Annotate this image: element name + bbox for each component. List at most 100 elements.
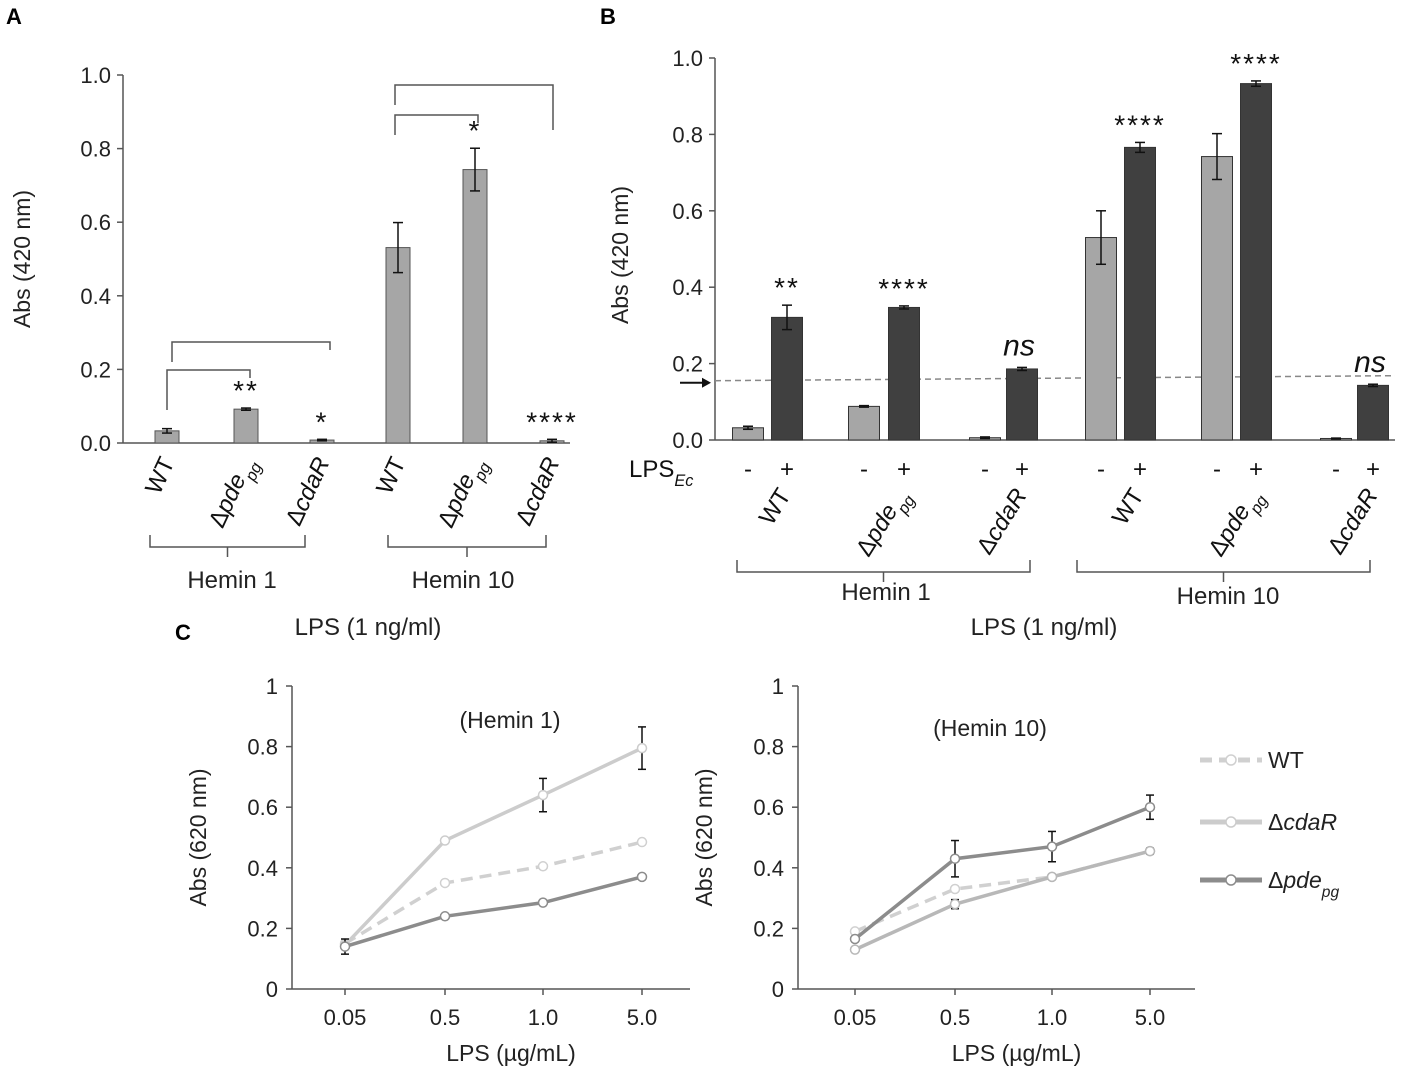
significance-label: ** [774, 272, 800, 303]
data-point [1046, 871, 1058, 883]
lps-sign-label: - [1097, 456, 1105, 483]
data-point [949, 883, 961, 895]
lps-sign-label: + [1249, 456, 1263, 483]
bar [1201, 156, 1233, 441]
category-label: Δpdepg [851, 484, 919, 565]
data-point [339, 941, 351, 952]
significance-label: * [469, 115, 482, 146]
lps-ec-label-sub: Ec [674, 472, 693, 490]
data-point [636, 871, 648, 883]
y-tick-label: 0.6 [80, 210, 111, 235]
x-tick-label: 1.0 [1037, 1005, 1068, 1030]
y-axis-title: Abs (620 nm) [185, 768, 211, 906]
lps-sign-label: + [1015, 456, 1029, 483]
data-point [1144, 801, 1156, 813]
legend-label: WT [1268, 747, 1304, 773]
y-tick-label: 1 [266, 674, 278, 699]
lps-ec-label-main: LPS [629, 456, 674, 483]
category-label: WT [371, 453, 411, 499]
lps-sign-label: + [1133, 456, 1147, 483]
category-label: WT [140, 453, 180, 499]
data-point [849, 933, 861, 945]
series-line [344, 875, 643, 949]
comparison-bracket [394, 84, 554, 130]
bar [848, 405, 880, 441]
significance-label: **** [1114, 109, 1166, 140]
y-tick-label: 0.2 [247, 916, 278, 941]
y-axis-title: Abs (620 nm) [691, 768, 717, 906]
category-label: Δpdepg [204, 453, 266, 535]
bar [888, 306, 920, 441]
significance-label: **** [526, 406, 578, 437]
x-tick-label: 5.0 [1135, 1005, 1166, 1030]
data-point [537, 861, 549, 872]
panel-a-letter: A [6, 4, 22, 29]
group-bracket [736, 560, 1031, 582]
lps-sign-label: - [1332, 456, 1340, 483]
y-tick-label: 0 [266, 977, 278, 1002]
category-label-gene: cdaR [287, 453, 335, 515]
significance-label: ns [1354, 346, 1386, 379]
bar [462, 169, 488, 444]
threshold-arrow-head [702, 377, 711, 388]
legend-marker [1225, 816, 1237, 828]
category-label: WT [754, 484, 797, 530]
category-label-delta: WT [1107, 484, 1150, 530]
x-tick-label: 1.0 [528, 1005, 559, 1030]
group-bracket [149, 535, 306, 557]
category-label-delta: WT [140, 453, 180, 499]
lps-sign-label: + [780, 456, 794, 483]
legend-label: Δpdepg [1268, 867, 1339, 901]
significance-label: **** [1230, 48, 1282, 79]
panel-b-letter: B [600, 4, 616, 29]
y-tick-label: 0.2 [753, 916, 784, 941]
bar [1006, 368, 1038, 441]
series-line [343, 746, 643, 947]
y-tick-label: 0.8 [672, 122, 703, 147]
y-axis-title: Abs (420 nm) [607, 186, 633, 324]
bar [1085, 237, 1117, 441]
legend-label-delta: Δ [1268, 867, 1283, 893]
significance-label: * [316, 406, 329, 437]
group-label: Hemin 10 [1177, 583, 1280, 610]
y-tick-label: 0.6 [753, 795, 784, 820]
panel-c-letter: C [175, 620, 191, 645]
data-point [849, 944, 861, 955]
comparison-bracket [166, 369, 251, 410]
legend-label-delta: Δ [1268, 809, 1283, 835]
x-axis-title: LPS (1 ng/ml) [295, 614, 442, 641]
category-label: ΔcdaR [972, 484, 1033, 559]
bar [1357, 384, 1389, 441]
data-point [439, 835, 451, 846]
category-label-delta: WT [371, 453, 411, 499]
panel-c-hemin10-chart: 0 0.2 0.4 0.6 0.8 1 0.05 0.5 1.0 5.0 Abs (620 nm) L… [691, 674, 1195, 1066]
x-axis-title: LPS (µg/mL) [446, 1040, 576, 1066]
data-point [439, 911, 451, 922]
group-bracket [1076, 560, 1371, 582]
comparison-bracket [171, 341, 331, 362]
y-tick-label: 1 [772, 674, 784, 699]
y-axis-title: Abs (420 nm) [9, 190, 35, 328]
data-point [636, 836, 648, 848]
chart-title: (Hemin 10) [933, 715, 1047, 741]
y-tick-label: 0.2 [672, 352, 703, 377]
x-tick-label: 0.05 [834, 1005, 877, 1030]
series-line [854, 849, 1151, 952]
y-tick-label: 0.4 [80, 284, 111, 309]
lps-sign-label: - [860, 456, 868, 483]
bar [1240, 83, 1272, 441]
data-point [537, 789, 549, 801]
y-tick-label: 0.4 [672, 275, 703, 300]
category-label-gene: cdaR [1331, 484, 1384, 546]
y-tick-label: 0.6 [247, 795, 278, 820]
bar [233, 408, 259, 444]
y-tick-label: 0 [772, 977, 784, 1002]
lps-sign-label: + [1366, 456, 1380, 483]
lps-sign-label: - [744, 456, 752, 483]
category-label-gene: cdaR [517, 453, 565, 515]
category-label-gene: cdaR [980, 484, 1033, 546]
